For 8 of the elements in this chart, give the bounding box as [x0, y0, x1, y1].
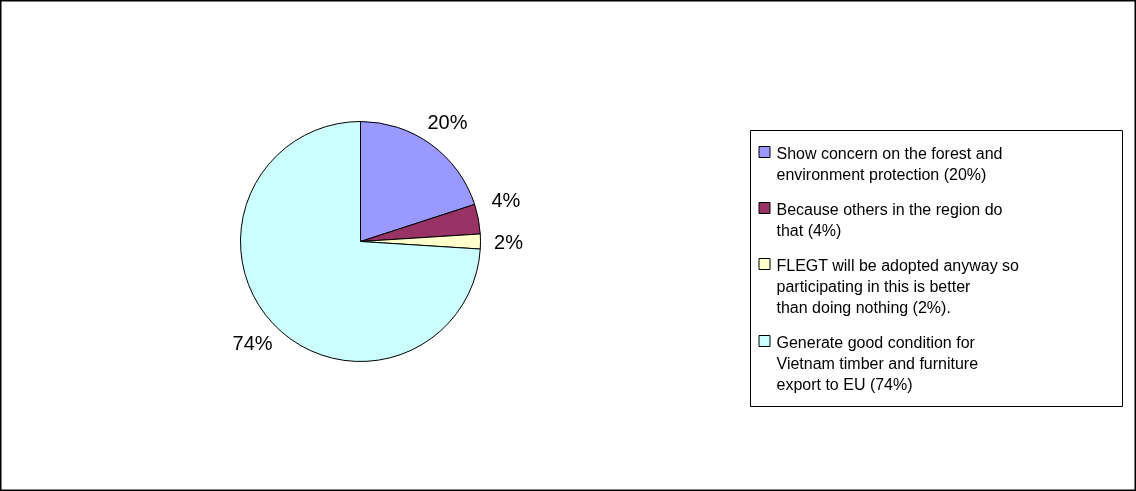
legend-label: FLEGT will be adopted anyway so participating in this is better than doing nothing (2%).	[776, 256, 1020, 316]
legend-label: Generate good condition for Vietnam timber and furniture export to EU (74%)	[776, 333, 979, 393]
data-label: 2%	[494, 230, 524, 253]
data-label: 4%	[491, 188, 521, 211]
legend-label: Show concern on the forest and environment protection (20%)	[776, 144, 1003, 183]
legend-label: Because others in the region do that (4%)	[776, 200, 1003, 239]
data-label: 74%	[232, 331, 273, 354]
data-label: 20%	[427, 110, 468, 133]
